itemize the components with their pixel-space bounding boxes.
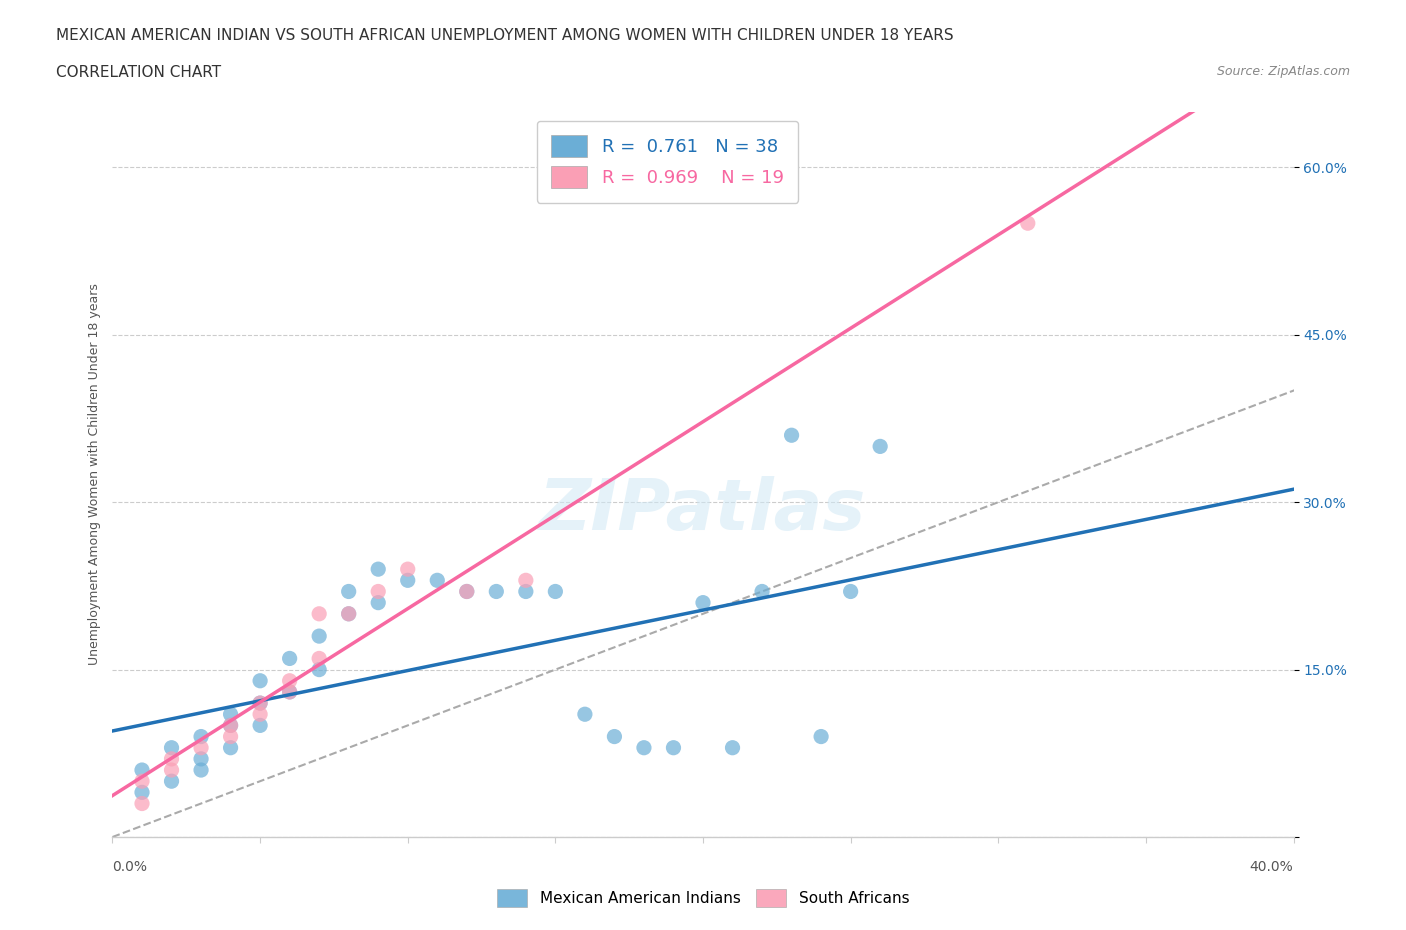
Point (396, 573, 419, 588)
Point (219, 740, 242, 755)
Point (721, 740, 744, 755)
Point (131, 785, 153, 800)
Point (839, 584, 862, 599)
Point (396, 562, 419, 577)
Point (249, 707, 271, 722)
Point (692, 595, 714, 610)
Text: CORRELATION CHART: CORRELATION CHART (56, 65, 221, 80)
Point (515, 584, 537, 599)
Point (426, 573, 449, 588)
Text: MEXICAN AMERICAN INDIAN VS SOUTH AFRICAN UNEMPLOYMENT AMONG WOMEN WITH CHILDREN : MEXICAN AMERICAN INDIAN VS SOUTH AFRICAN… (56, 28, 953, 43)
Point (308, 629, 330, 644)
Point (190, 740, 212, 755)
Point (160, 774, 183, 789)
Point (190, 763, 212, 777)
Point (219, 729, 242, 744)
Point (249, 696, 271, 711)
Point (780, 428, 803, 443)
Point (810, 729, 832, 744)
Legend: R =  0.761   N = 38, R =  0.969    N = 19: R = 0.761 N = 38, R = 0.969 N = 19 (537, 121, 799, 203)
Point (308, 662, 330, 677)
Point (219, 718, 242, 733)
Point (869, 439, 891, 454)
Text: 0.0%: 0.0% (112, 860, 148, 874)
Point (219, 707, 242, 722)
Text: 40.0%: 40.0% (1250, 860, 1294, 874)
Point (337, 584, 360, 599)
Point (662, 740, 685, 755)
Point (485, 584, 508, 599)
Point (278, 684, 301, 699)
Point (131, 774, 153, 789)
Point (131, 796, 153, 811)
Point (337, 606, 360, 621)
Point (249, 696, 271, 711)
Point (219, 718, 242, 733)
Text: ZIPatlas: ZIPatlas (540, 476, 866, 545)
Point (160, 763, 183, 777)
Point (131, 763, 153, 777)
Point (456, 584, 478, 599)
Point (190, 729, 212, 744)
Point (367, 595, 389, 610)
Point (249, 673, 271, 688)
Point (603, 729, 626, 744)
Point (574, 707, 596, 722)
Point (249, 718, 271, 733)
Point (160, 751, 183, 766)
Point (308, 606, 330, 621)
Point (544, 584, 567, 599)
Point (367, 562, 389, 577)
Point (278, 673, 301, 688)
Point (367, 584, 389, 599)
Point (190, 751, 212, 766)
Point (278, 684, 301, 699)
Point (515, 573, 537, 588)
Text: Source: ZipAtlas.com: Source: ZipAtlas.com (1216, 65, 1350, 78)
Point (278, 651, 301, 666)
Point (1017, 216, 1039, 231)
Legend: Mexican American Indians, South Africans: Mexican American Indians, South Africans (491, 884, 915, 913)
Point (456, 584, 478, 599)
Point (160, 740, 183, 755)
Point (751, 584, 773, 599)
Point (633, 740, 655, 755)
Y-axis label: Unemployment Among Women with Children Under 18 years: Unemployment Among Women with Children U… (89, 284, 101, 665)
Point (337, 606, 360, 621)
Point (308, 651, 330, 666)
